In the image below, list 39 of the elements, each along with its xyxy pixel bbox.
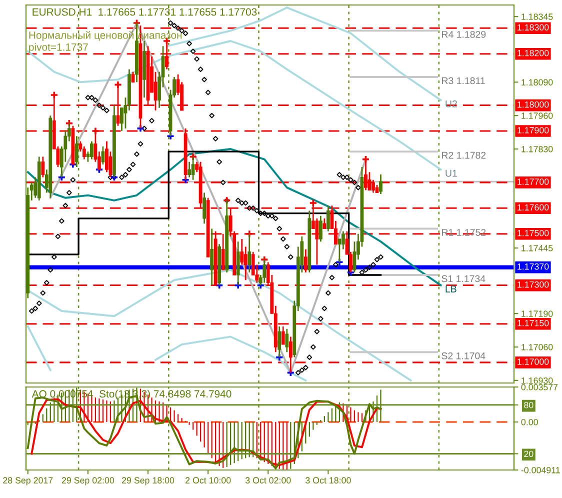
y2-tick-label: 20 [524, 450, 534, 458]
ref-line-label: 1.18200 [518, 50, 549, 56]
annotation: pivot=1.1737 [29, 43, 88, 53]
y-tick-label: -0.004911 [521, 467, 560, 474]
series-label: S2 1.1704 [442, 352, 486, 360]
y-tick-label: 1.17060 [522, 344, 553, 350]
ref-line-label: 1.18000 [518, 101, 549, 108]
ref-line-label: 1.17300 [518, 281, 549, 288]
ref-line-label: 1.17900 [518, 127, 549, 134]
y2-tick-label: 80 [524, 402, 534, 408]
y-tick-label: 1.17960 [522, 112, 553, 119]
x-tick-label: 28 Sep 2017 [3, 477, 53, 486]
series-label: R3 1.1811 [442, 77, 485, 84]
ref-line-label: 1.17370 [518, 263, 549, 270]
y-tick-label: 1.17445 [522, 245, 553, 252]
x-tick-label: 3 Oct 18:00 [306, 477, 351, 484]
ref-line-label: 1.17500 [518, 230, 549, 236]
series-label: LB [446, 286, 456, 292]
y-tick-label: 0.003577 [521, 384, 558, 390]
y-tick-label: 1.18345 [522, 14, 553, 20]
x-tick-label: 29 Sep 02:00 [62, 477, 114, 486]
x-tick-label: 3 Oct 02:00 [245, 477, 291, 484]
series-label: S1 1.1734 [442, 275, 486, 282]
series-label: R2 1.1782 [442, 152, 486, 159]
y-tick-label: 0.00 [521, 418, 538, 426]
ref-line-label: 1.17000 [518, 358, 549, 365]
ref-line-label: 1.17150 [518, 320, 549, 326]
x-tick-label: 29 Sep 18:00 [122, 477, 174, 486]
chart-title: EURUSD,H1 1.17665 1.17731 1.17655 1.17703 [32, 8, 257, 17]
ref-line-label: 1.18300 [518, 24, 549, 31]
series-label: R4 1.1829 [442, 30, 486, 38]
series-label: U1 [446, 170, 457, 177]
y-tick-label: 1.16930 [522, 377, 553, 384]
x-tick-label: 2 Oct 10:00 [186, 477, 231, 484]
ref-line-label: 1.17600 [518, 204, 549, 211]
ref-line-label: 1.17700 [518, 178, 549, 185]
y-tick-label: 1.17830 [522, 146, 553, 152]
y-tick-label: 1.17190 [522, 310, 553, 317]
y-tick-label: 1.18090 [522, 79, 553, 86]
